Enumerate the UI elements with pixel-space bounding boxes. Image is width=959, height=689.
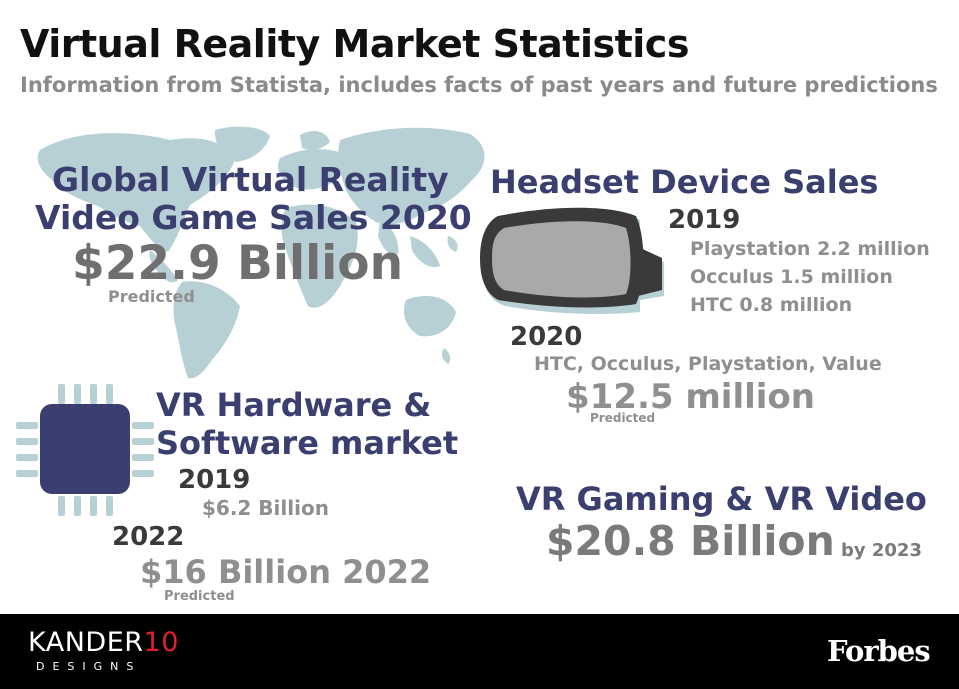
brand-number: 10: [143, 627, 179, 658]
headset-heading: Headset Device Sales: [490, 163, 879, 201]
game-sales-note: Predicted: [108, 287, 195, 306]
hardware-value-2019: $6.2 Billion: [202, 496, 329, 520]
hardware-value-2022: $16 Billion 2022: [140, 553, 432, 591]
gaming-video-value: $20.8 Billion: [546, 517, 835, 565]
chip-icon: [16, 384, 154, 516]
game-sales-heading-1: Global Virtual Reality: [52, 160, 449, 199]
footer-bar: [0, 614, 959, 689]
brand-main: KANDER: [28, 627, 144, 658]
headset-item: Playstation 2.2 million: [690, 238, 930, 260]
hardware-year-2019: 2019: [178, 465, 251, 495]
hardware-heading-2: Software market: [156, 424, 459, 462]
forbes-logo: Forbes: [827, 634, 931, 668]
brand-sub: DESIGNS: [36, 660, 142, 673]
headset-brands-2020: HTC, Occulus, Playstation, Value: [534, 353, 882, 375]
headset-item: HTC 0.8 million: [690, 294, 853, 316]
game-sales-value: $22.9 Billion: [72, 236, 404, 291]
hardware-year-2022: 2022: [112, 522, 185, 552]
page-title: Virtual Reality Market Statistics: [20, 22, 689, 66]
gaming-video-suffix: by 2023: [841, 540, 922, 561]
gaming-video-heading: VR Gaming & VR Video: [516, 480, 927, 518]
vr-headset-icon: [480, 207, 664, 314]
headset-year-2020: 2020: [510, 322, 583, 352]
page-subtitle: Information from Statista, includes fact…: [20, 73, 938, 97]
headset-year-2019: 2019: [668, 205, 741, 235]
headset-value-2020: $12.5 million: [566, 377, 815, 417]
world-map-icon: [37, 126, 485, 379]
game-sales-heading-2: Video Game Sales 2020: [35, 198, 472, 237]
hardware-note: Predicted: [164, 589, 235, 604]
kander10-logo: KANDER10: [28, 627, 179, 658]
hardware-heading-1: VR Hardware &: [156, 386, 432, 424]
headset-item: Occulus 1.5 million: [690, 266, 893, 288]
headset-note: Predicted: [590, 411, 656, 425]
